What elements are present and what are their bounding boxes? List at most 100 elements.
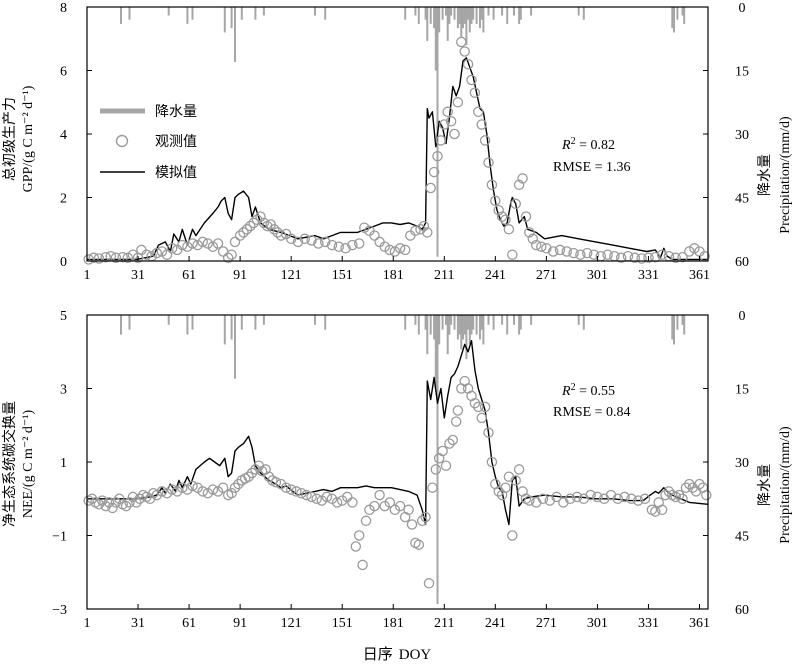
observed-point (507, 249, 518, 260)
observed-point (285, 484, 297, 495)
observed-point (270, 476, 282, 488)
observed-point (353, 238, 365, 249)
precip-bar (414, 7, 417, 16)
observed-point (110, 497, 122, 508)
observed-point (619, 491, 630, 503)
observed-point (299, 233, 311, 245)
observed-point (114, 493, 125, 505)
precip-bar (462, 7, 464, 29)
precip-bar (424, 315, 427, 330)
observed-point (93, 499, 105, 510)
observed-point (439, 119, 450, 130)
observed-point (554, 244, 566, 256)
r2-annotation-nee: R2 = 0.55 (561, 382, 615, 399)
observed-point (694, 478, 705, 490)
observed-point (427, 482, 438, 493)
y2-tick-label: 0 (739, 309, 746, 324)
observed-point (296, 487, 307, 499)
observed-point (430, 464, 442, 475)
observed-point (413, 539, 425, 550)
observed-point (127, 249, 139, 260)
observed-point (389, 504, 401, 516)
observed-point (394, 243, 406, 254)
observed-point (575, 249, 586, 260)
observed-point (524, 227, 535, 238)
observed-point (415, 224, 426, 235)
observed-point (353, 530, 365, 541)
plot-frame-nee (86, 314, 709, 610)
observed-point (251, 214, 263, 225)
observed-point (202, 238, 214, 249)
precip-bar (314, 7, 316, 16)
rmse-annotation-nee: RMSE = 0.84 (553, 405, 631, 420)
simulated-line-nee (87, 340, 709, 526)
observed-point (447, 434, 459, 446)
y2-tick-label: 60 (735, 603, 749, 618)
observed-point (650, 251, 661, 263)
precip-bar (234, 7, 236, 62)
precip-bar (262, 315, 265, 325)
observed-point (551, 491, 562, 503)
observed-point (677, 493, 688, 505)
observed-point (626, 493, 637, 505)
x-axis-title: 日序 DOY (363, 645, 432, 663)
observed-point (166, 484, 178, 495)
precip-bar (480, 315, 483, 330)
precip-bar (191, 315, 194, 330)
observed-point (547, 246, 559, 257)
observed-point (476, 119, 487, 130)
y2-tick-label: 45 (735, 192, 749, 207)
observed-point (263, 471, 275, 482)
observed-point (483, 157, 494, 168)
precip-bar (438, 7, 441, 33)
observed-point (469, 397, 481, 409)
precip-bar (460, 7, 463, 37)
observed-point (374, 489, 385, 501)
observed-point (445, 116, 457, 127)
x-tick-label: 361 (689, 268, 710, 283)
observed-point (500, 482, 511, 493)
x-tick-labels-nee: 1 31 61 91 121 151 181 211 241 271 301 331 361 (84, 616, 710, 631)
precip-bar (458, 315, 461, 335)
observed-point (350, 541, 362, 552)
observed-point (268, 224, 280, 235)
observed-point (459, 46, 470, 57)
observed-point (632, 495, 644, 506)
precip-bar (314, 315, 316, 325)
observed-point (229, 236, 241, 248)
y-tick-label: −1 (52, 530, 67, 545)
observed-point (513, 464, 525, 475)
observed-point (394, 500, 406, 512)
observed-point (161, 249, 173, 260)
y-tick-labels-nee: −3 −1 1 3 5 (52, 309, 67, 618)
precip-bar (577, 7, 580, 16)
observed-point (222, 252, 234, 264)
precip-bars-gpp (120, 7, 686, 257)
observed-point (197, 486, 208, 497)
observed-point (530, 239, 542, 251)
precip-bar (324, 7, 327, 20)
observed-point (406, 519, 418, 530)
precip-bar (223, 7, 226, 33)
observed-point (245, 220, 256, 232)
observed-point (347, 497, 358, 508)
precip-bar (120, 7, 122, 24)
precip-bar (582, 315, 585, 330)
observed-point (456, 36, 467, 48)
precip-bar (433, 315, 436, 340)
precip-bar (468, 315, 471, 345)
precip-bar (424, 7, 427, 20)
precip-bar (462, 315, 464, 340)
observed-point (340, 243, 351, 254)
precip-bar (480, 7, 483, 20)
observed-point (486, 179, 498, 191)
observed-point (313, 238, 324, 249)
precip-bar (426, 315, 429, 355)
precip-bar (434, 7, 437, 71)
observed-point (425, 182, 436, 194)
y-tick-label: 6 (60, 65, 67, 80)
observed-point (258, 217, 270, 229)
y2-tick-label: 30 (735, 456, 749, 471)
precip-bar (254, 7, 257, 20)
observed-point (207, 484, 219, 495)
